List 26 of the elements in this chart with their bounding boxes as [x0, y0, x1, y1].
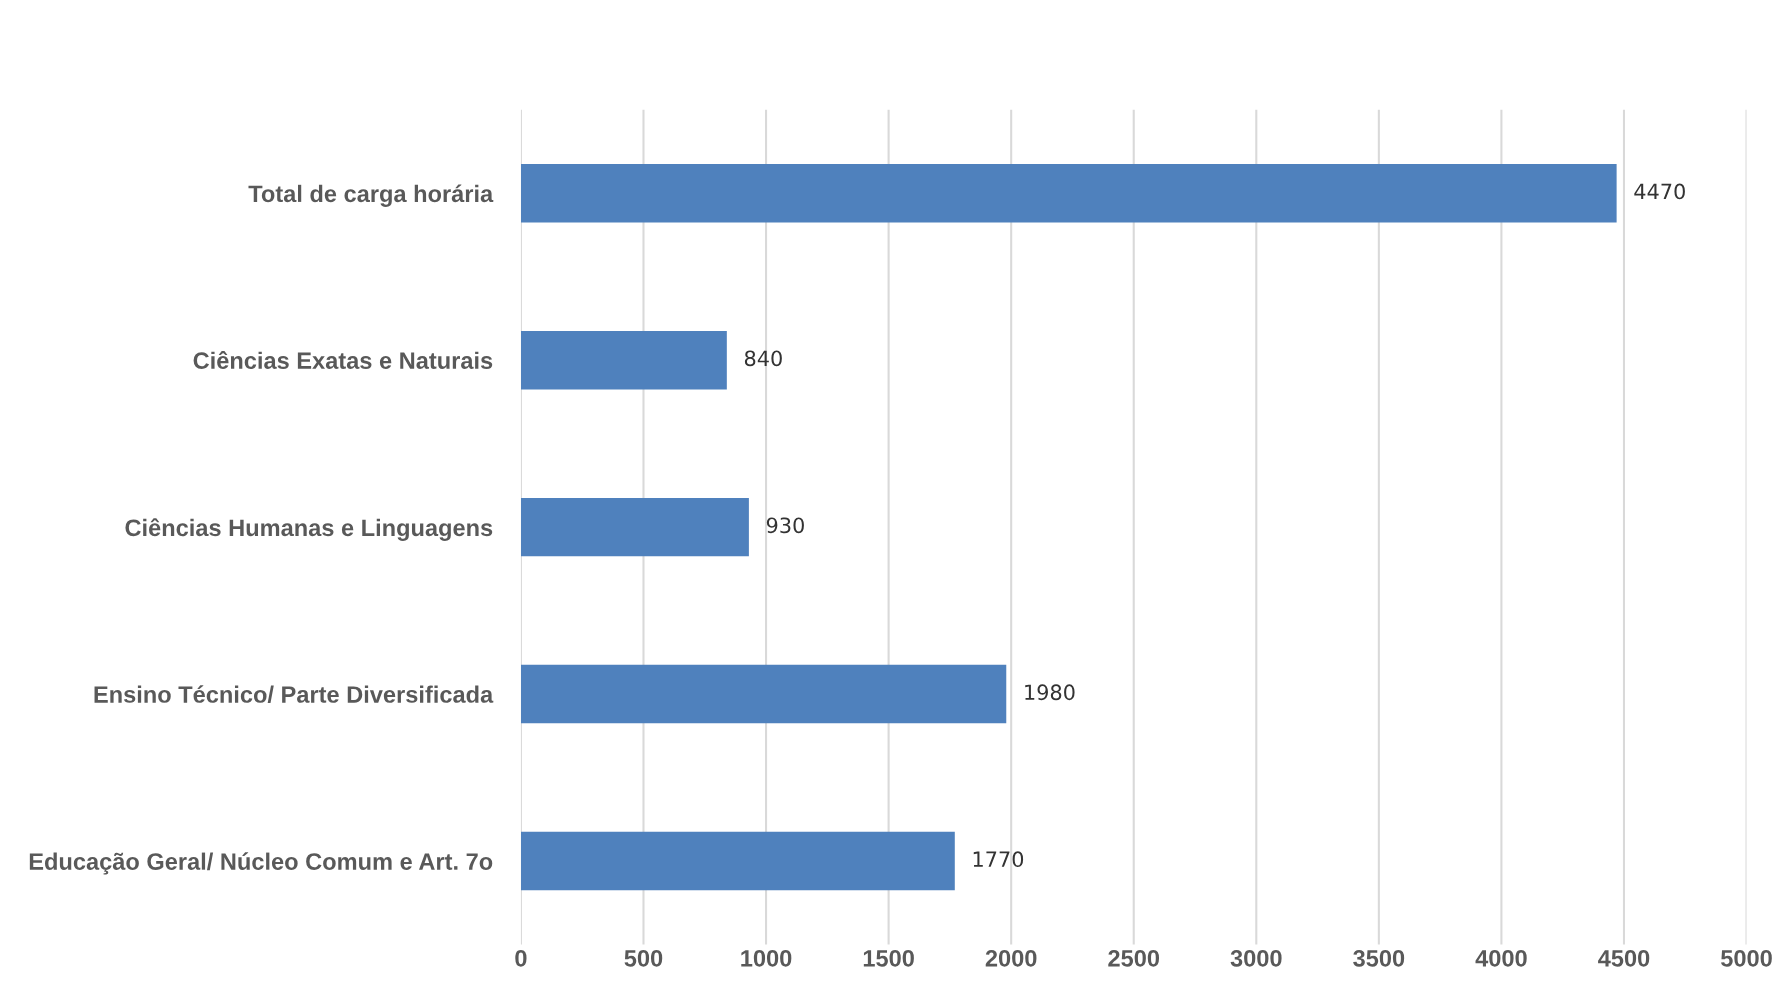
y-tick-label: Educação Geral/ Núcleo Comum e Art. 7o [29, 852, 493, 875]
x-tick-label: 0 [515, 949, 527, 967]
bar [520, 831, 955, 891]
y-tick-label: Total de carga horária [248, 184, 494, 207]
x-tick-label: 500 [624, 949, 663, 967]
x-tick-label: 2500 [1108, 949, 1160, 967]
y-tick-label: Ensino Técnico/ Parte Diversificada [94, 685, 494, 704]
bar [520, 497, 749, 557]
data-label: 4470 [1634, 183, 1685, 200]
x-tick-label: 2000 [985, 949, 1037, 967]
x-tick-label: 3500 [1353, 949, 1405, 967]
data-label: 840 [744, 350, 782, 367]
x-tick-label: 4500 [1598, 949, 1650, 967]
x-tick-label: 1500 [863, 949, 914, 967]
bar [520, 164, 1617, 223]
x-tick-label: 3000 [1230, 949, 1282, 967]
x-tick-label: 4000 [1475, 949, 1527, 967]
x-tick-label: 1000 [741, 949, 792, 967]
x-tick-label: 5000 [1721, 949, 1772, 967]
data-label: 930 [766, 517, 804, 534]
y-tick-label: Ciências Exatas e Naturais [193, 351, 493, 369]
bar [520, 664, 1007, 724]
data-label: 1770 [973, 851, 1024, 868]
bar [520, 330, 727, 390]
y-tick-label: Ciências Humanas e Linguagens [125, 518, 493, 541]
data-label: 1980 [1025, 684, 1075, 701]
